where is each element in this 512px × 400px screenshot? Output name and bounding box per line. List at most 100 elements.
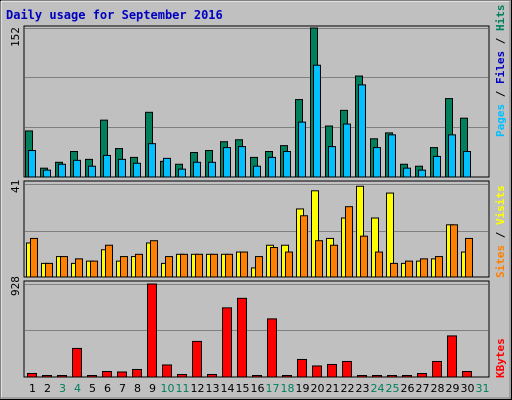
hits-legend: Pages / Files / Hits: [494, 5, 507, 138]
kbytes-bar: [357, 374, 367, 378]
sites-bar: [345, 206, 353, 278]
kbytes-bar: [447, 335, 457, 378]
kbytes-bar: [222, 307, 232, 378]
panel-kbytes: [23, 280, 490, 378]
day-label: 30: [461, 382, 475, 395]
sites-bar: [45, 262, 53, 278]
sites-bar: [195, 253, 203, 278]
kbytes-bar: [192, 340, 202, 378]
files-bar: [373, 147, 381, 178]
files-bar: [268, 156, 276, 178]
kbytes-bar: [342, 360, 352, 378]
sites-bar: [360, 235, 368, 278]
day-label: 5: [89, 382, 96, 395]
day-label: 25: [386, 382, 400, 395]
kbytes-bar: [432, 360, 442, 378]
files-bar: [58, 163, 66, 178]
visits-axis-max-label: 41: [9, 180, 22, 193]
day-label: 18: [281, 382, 295, 395]
kbytes-bar: [252, 374, 262, 378]
day-label: 9: [149, 382, 156, 395]
sites-bar: [60, 256, 68, 278]
kbytes-bar: [402, 374, 412, 378]
files-bar: [403, 167, 411, 178]
kbytes-legend: KBytes: [494, 338, 507, 378]
kbytes-bar: [87, 374, 97, 378]
day-label: 12: [191, 382, 205, 395]
sites-bar: [75, 258, 83, 278]
day-label: 26: [401, 382, 415, 395]
hits-axis-max-label: 152: [9, 27, 22, 47]
legend-files: Files: [494, 51, 507, 84]
kbytes-bar: [72, 347, 82, 378]
legend-pages: Pages: [494, 104, 507, 137]
files-bar: [223, 147, 231, 178]
legend-sep-3: /: [494, 225, 507, 245]
files-bar: [88, 165, 96, 178]
kbytes-bar: [162, 364, 172, 378]
sites-bar: [285, 251, 293, 278]
files-bar: [253, 165, 261, 178]
kbytes-bar: [312, 365, 322, 378]
files-bar: [103, 154, 111, 178]
day-label: 8: [134, 382, 141, 395]
files-bar: [73, 159, 81, 178]
files-bar: [343, 123, 351, 178]
sites-bar: [135, 253, 143, 278]
kbytes-bar: [267, 318, 277, 378]
day-label: 27: [416, 382, 430, 395]
kbytes-bar: [147, 283, 157, 378]
kbytes-bar: [297, 358, 307, 378]
sites-bar: [120, 256, 128, 278]
files-bar: [328, 146, 336, 178]
day-label: 3: [59, 382, 66, 395]
day-label: 29: [446, 382, 460, 395]
sites-bar: [165, 256, 173, 278]
sites-bar: [30, 237, 38, 278]
legend-hits: Hits: [494, 5, 507, 32]
kbytes-bar: [42, 374, 52, 378]
sites-bar: [210, 253, 218, 278]
day-label: 4: [74, 382, 81, 395]
sites-bar: [270, 247, 278, 278]
day-label: 14: [221, 382, 235, 395]
kbytes-bar: [282, 374, 292, 378]
kbytes-bar: [117, 371, 127, 378]
day-label: 20: [311, 382, 325, 395]
files-bar: [238, 146, 246, 178]
bars-layer: [25, 27, 473, 378]
kbytes-bar: [177, 373, 187, 378]
legend-sep-1: /: [494, 84, 507, 104]
files-bar: [313, 64, 321, 178]
files-bar: [298, 121, 306, 178]
sites-bar: [405, 260, 413, 278]
legend-sites: Sites: [494, 245, 507, 278]
files-bar: [208, 161, 216, 178]
sites-bar: [255, 256, 263, 278]
sites-bar: [420, 258, 428, 278]
sites-bar: [225, 253, 233, 278]
files-bar: [178, 168, 186, 178]
kbytes-bar: [327, 363, 337, 378]
day-label: 11: [176, 382, 190, 395]
files-bar: [193, 161, 201, 178]
kbytes-bar: [207, 373, 217, 378]
files-bar: [418, 169, 426, 178]
files-bar: [163, 157, 171, 178]
sites-bar: [390, 262, 398, 278]
day-label: 6: [104, 382, 111, 395]
kbytes-bar: [27, 372, 37, 378]
kbytes-bar: [102, 370, 112, 378]
chart-title: Daily usage for September 2016: [6, 8, 223, 22]
kbytes-axis-max-label: 928: [9, 276, 22, 296]
kbytes-bar: [132, 368, 142, 378]
kbytes-bar: [387, 374, 397, 378]
sites-bar: [465, 237, 473, 278]
day-labels: 1 2 3 4 5 6 7 8 9 10 11 12 13 14 15 16 17 18 19 20 21 22 23 24 2…: [29, 382, 490, 395]
day-label: 2: [44, 382, 51, 395]
day-label: 28: [431, 382, 445, 395]
day-label: 1: [29, 382, 36, 395]
visits-legend: Sites / Visits: [494, 185, 507, 278]
day-label: 17: [266, 382, 280, 395]
sites-bar: [150, 240, 158, 278]
